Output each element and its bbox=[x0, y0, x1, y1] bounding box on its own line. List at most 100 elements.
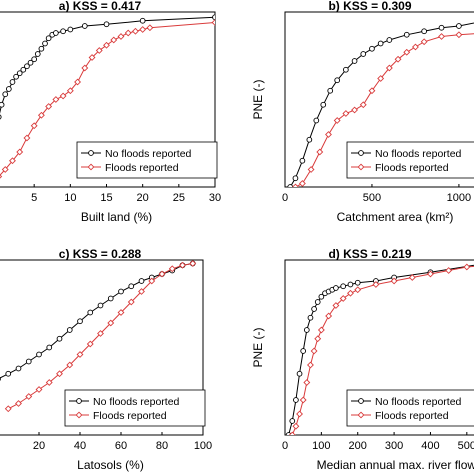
data-point-floods bbox=[25, 393, 33, 400]
legend-box bbox=[76, 141, 218, 179]
data-point-floods bbox=[0, 174, 3, 179]
data-point-floods bbox=[124, 29, 132, 37]
y-axis-label: PNE (-) bbox=[251, 328, 265, 368]
x-tick-label: 5 bbox=[31, 192, 37, 204]
legend: No floods reported Floods reported bbox=[64, 389, 206, 427]
data-point-floods bbox=[307, 361, 314, 369]
data-point-floods bbox=[66, 87, 74, 95]
data-point-no-floods bbox=[20, 66, 27, 73]
plot-area bbox=[287, 22, 474, 187]
data-point-no-floods bbox=[300, 348, 307, 354]
data-point-no-floods bbox=[107, 295, 114, 302]
data-point-no-floods bbox=[45, 35, 52, 42]
data-point-no-floods bbox=[118, 288, 124, 295]
plot-area bbox=[0, 14, 215, 179]
legend-marker-circle bbox=[88, 150, 94, 156]
chart-panel-2: b) KSS = 0.309 0 500 1000 Catchment area (km… bbox=[251, 0, 474, 224]
x-tick-label: 100 bbox=[312, 440, 330, 452]
data-point-no-floods bbox=[311, 306, 317, 312]
data-point-no-floods bbox=[351, 58, 358, 64]
data-point-floods bbox=[403, 48, 411, 56]
data-point-floods bbox=[56, 370, 63, 378]
data-point-floods bbox=[117, 33, 125, 40]
chart-title: d) KSS = 0.219 bbox=[328, 247, 411, 261]
data-point-floods bbox=[411, 43, 419, 51]
data-point-floods bbox=[390, 277, 398, 285]
data-point-floods bbox=[131, 27, 139, 35]
data-point-no-floods bbox=[27, 59, 34, 66]
data-point-floods bbox=[110, 36, 118, 44]
x-tick-label: 100 bbox=[194, 440, 212, 452]
data-point-floods bbox=[139, 26, 147, 33]
data-point-floods bbox=[9, 157, 16, 165]
data-point-floods bbox=[463, 263, 471, 271]
data-point-floods bbox=[368, 87, 376, 95]
data-point-floods bbox=[30, 122, 38, 130]
data-point-floods bbox=[81, 64, 89, 72]
x-tick-label: 10 bbox=[64, 192, 76, 204]
data-point-floods bbox=[354, 286, 362, 294]
data-point-no-floods bbox=[299, 157, 306, 164]
data-point-floods bbox=[314, 335, 322, 343]
data-point-floods bbox=[211, 19, 215, 26]
data-point-floods bbox=[117, 309, 125, 316]
data-point-no-floods bbox=[287, 184, 294, 187]
data-point-no-floods bbox=[293, 397, 299, 403]
data-point-floods bbox=[317, 326, 325, 334]
data-point-floods bbox=[107, 319, 115, 327]
legend-box bbox=[346, 141, 474, 179]
data-point-no-floods bbox=[24, 63, 30, 70]
x-axis-label: Built land (%) bbox=[81, 210, 152, 224]
data-point-no-floods bbox=[5, 370, 12, 377]
data-point-no-floods bbox=[56, 335, 63, 342]
x-tick-label: 500 bbox=[458, 440, 474, 452]
data-point-floods bbox=[158, 270, 166, 278]
x-tick-label: 1000 bbox=[447, 192, 471, 204]
data-point-no-floods bbox=[313, 117, 320, 124]
data-point-floods bbox=[385, 64, 393, 72]
x-tick-label: 15 bbox=[100, 192, 112, 204]
data-point-floods bbox=[179, 261, 186, 269]
data-point-no-floods bbox=[343, 66, 349, 73]
data-point-no-floods bbox=[34, 51, 41, 57]
data-point-floods bbox=[408, 274, 416, 281]
data-point-floods bbox=[310, 347, 318, 355]
data-point-floods bbox=[168, 265, 176, 273]
x-tick-label: 20 bbox=[33, 440, 45, 452]
legend-label: No floods reported bbox=[93, 396, 180, 408]
legend: No floods reported Floods reported bbox=[76, 141, 218, 179]
legend-marker-circle bbox=[358, 150, 364, 156]
data-point-floods bbox=[148, 277, 156, 285]
x-tick-label: 40 bbox=[74, 440, 86, 452]
data-point-no-floods bbox=[38, 45, 45, 52]
chart-title: b) KSS = 0.309 bbox=[328, 0, 411, 13]
legend: No floods reported Floods reported bbox=[346, 141, 474, 179]
data-point-no-floods bbox=[327, 87, 334, 94]
legend-marker-diamond bbox=[357, 411, 365, 419]
data-point-floods bbox=[189, 260, 197, 267]
data-point-no-floods bbox=[212, 14, 215, 21]
data-point-floods bbox=[59, 92, 67, 100]
data-point-no-floods bbox=[289, 418, 296, 424]
data-point-no-floods bbox=[456, 23, 462, 29]
data-point-no-floods bbox=[36, 351, 42, 358]
data-point-floods bbox=[455, 31, 463, 39]
data-point-floods bbox=[52, 96, 60, 103]
data-point-floods bbox=[298, 180, 306, 187]
data-point-no-floods bbox=[296, 370, 303, 377]
legend-marker-diamond bbox=[75, 411, 83, 419]
data-point-no-floods bbox=[67, 26, 74, 33]
legend-label: Floods reported bbox=[375, 162, 449, 174]
legend-label: Floods reported bbox=[375, 410, 449, 422]
data-point-floods bbox=[4, 405, 12, 413]
data-point-floods bbox=[45, 103, 53, 110]
data-point-no-floods bbox=[377, 40, 384, 47]
x-tick-label: 60 bbox=[115, 440, 127, 452]
legend-box bbox=[64, 389, 206, 427]
data-point-floods bbox=[292, 422, 300, 430]
x-tick-label: 300 bbox=[385, 440, 403, 452]
data-point-floods bbox=[427, 270, 434, 278]
data-point-no-floods bbox=[42, 40, 48, 47]
data-point-floods bbox=[88, 54, 96, 61]
